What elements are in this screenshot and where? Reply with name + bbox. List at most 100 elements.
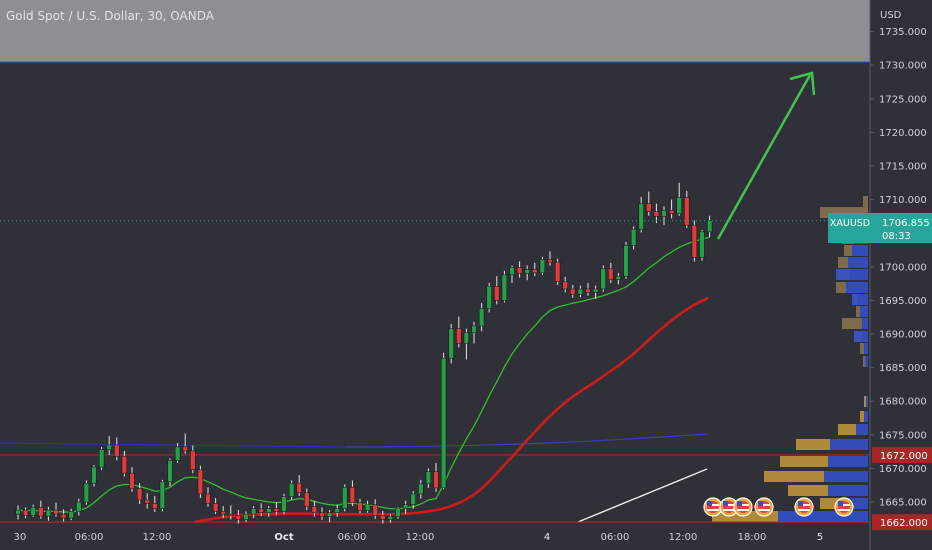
profile-bar <box>863 196 868 207</box>
us-flag-event-icon[interactable] <box>754 497 774 517</box>
profile-bar <box>860 343 864 354</box>
profile-bar <box>788 485 828 496</box>
candle <box>410 491 416 509</box>
profile-bar <box>836 282 846 293</box>
candle <box>45 506 52 521</box>
volume-profile <box>712 196 868 522</box>
candle-body <box>380 515 386 520</box>
candle-body <box>83 482 90 503</box>
profile-bar-value-area <box>865 356 868 367</box>
price-tick-label: 1670.000 <box>879 464 927 475</box>
candle <box>22 507 29 519</box>
level-tag-box <box>872 446 932 463</box>
us-flag-event-icon[interactable] <box>794 497 814 517</box>
candle <box>281 493 287 515</box>
candle <box>592 285 599 300</box>
level-tag-box <box>872 514 932 531</box>
candle-body <box>197 469 204 495</box>
candle <box>653 203 660 224</box>
candle-body <box>547 259 553 263</box>
candle <box>152 495 158 513</box>
candle-body <box>661 210 667 217</box>
candle <box>585 282 591 296</box>
candle <box>83 480 90 505</box>
candle <box>554 258 561 285</box>
price-tick-label: 1675.000 <box>879 430 927 441</box>
currency-label: USD <box>880 10 902 21</box>
candle <box>387 514 394 523</box>
profile-bar <box>820 207 868 218</box>
candle-body <box>592 288 599 293</box>
candle <box>334 504 340 517</box>
profile-bar-value-area <box>864 343 868 354</box>
price-tick-label: 1685.000 <box>879 363 927 374</box>
candle <box>699 229 705 261</box>
candle-body <box>562 281 568 290</box>
price-tick-label: 1690.000 <box>879 330 927 341</box>
candle-body <box>706 220 713 233</box>
profile-bar <box>860 411 864 422</box>
candle <box>418 479 424 499</box>
candle-body <box>342 486 348 509</box>
profile-bar-value-area <box>848 257 868 268</box>
candle-body <box>448 328 454 359</box>
profile-bar <box>764 471 824 482</box>
candle <box>243 511 249 523</box>
profile-bar <box>820 498 844 509</box>
candle <box>539 256 546 275</box>
profile-bar-value-area <box>850 269 868 280</box>
us-flag-event-icon[interactable] <box>703 497 723 517</box>
candle-body <box>433 471 439 489</box>
candles <box>15 182 713 524</box>
candle-body <box>326 512 333 518</box>
price-tick-label: 1725.000 <box>879 94 927 105</box>
candle-body <box>228 513 234 516</box>
candle <box>630 226 637 250</box>
us-flag-event-icon[interactable] <box>733 497 753 517</box>
candle-body <box>258 508 264 514</box>
time-tick-label: 06:00 <box>75 532 104 543</box>
candle <box>114 437 120 461</box>
candle-body <box>159 481 166 509</box>
candle <box>456 316 462 348</box>
candle-body <box>608 268 614 280</box>
economic-events <box>703 497 854 517</box>
candle <box>706 215 713 238</box>
candle <box>273 502 280 516</box>
candle-body <box>114 444 120 457</box>
candle-body <box>395 508 401 518</box>
candle <box>98 446 105 470</box>
candle-body <box>22 509 29 516</box>
profile-bar <box>796 439 830 450</box>
us-flag-event-icon[interactable] <box>719 497 739 517</box>
candle <box>76 498 82 516</box>
candle <box>364 500 371 513</box>
candle <box>167 458 173 486</box>
us-flag-event-icon[interactable] <box>834 497 854 517</box>
profile-bar <box>712 511 778 522</box>
time-tick-label: 12:00 <box>143 532 172 543</box>
candle <box>600 265 606 292</box>
candle-body <box>266 508 272 514</box>
candle-body <box>509 267 515 276</box>
candle-body <box>76 501 82 512</box>
profile-bar-value-area <box>824 471 868 482</box>
candle <box>676 182 682 216</box>
profile-bar <box>856 306 860 317</box>
candle <box>91 465 97 487</box>
level-tag-label: 1662.000 <box>880 518 928 529</box>
profile-bar <box>836 269 850 280</box>
candle <box>296 475 302 496</box>
candle-body <box>136 488 143 501</box>
candle <box>129 467 135 492</box>
profile-bar-value-area <box>856 424 868 435</box>
price-tick-label: 1720.000 <box>879 128 927 139</box>
candle <box>205 487 211 507</box>
candle <box>190 445 196 474</box>
candle-body <box>167 460 173 483</box>
candle-body <box>585 288 591 293</box>
time-tick-label: 12:00 <box>406 532 435 543</box>
price-tick-label: 1680.000 <box>879 397 927 408</box>
profile-bar <box>854 331 862 342</box>
candle-body <box>98 449 105 468</box>
